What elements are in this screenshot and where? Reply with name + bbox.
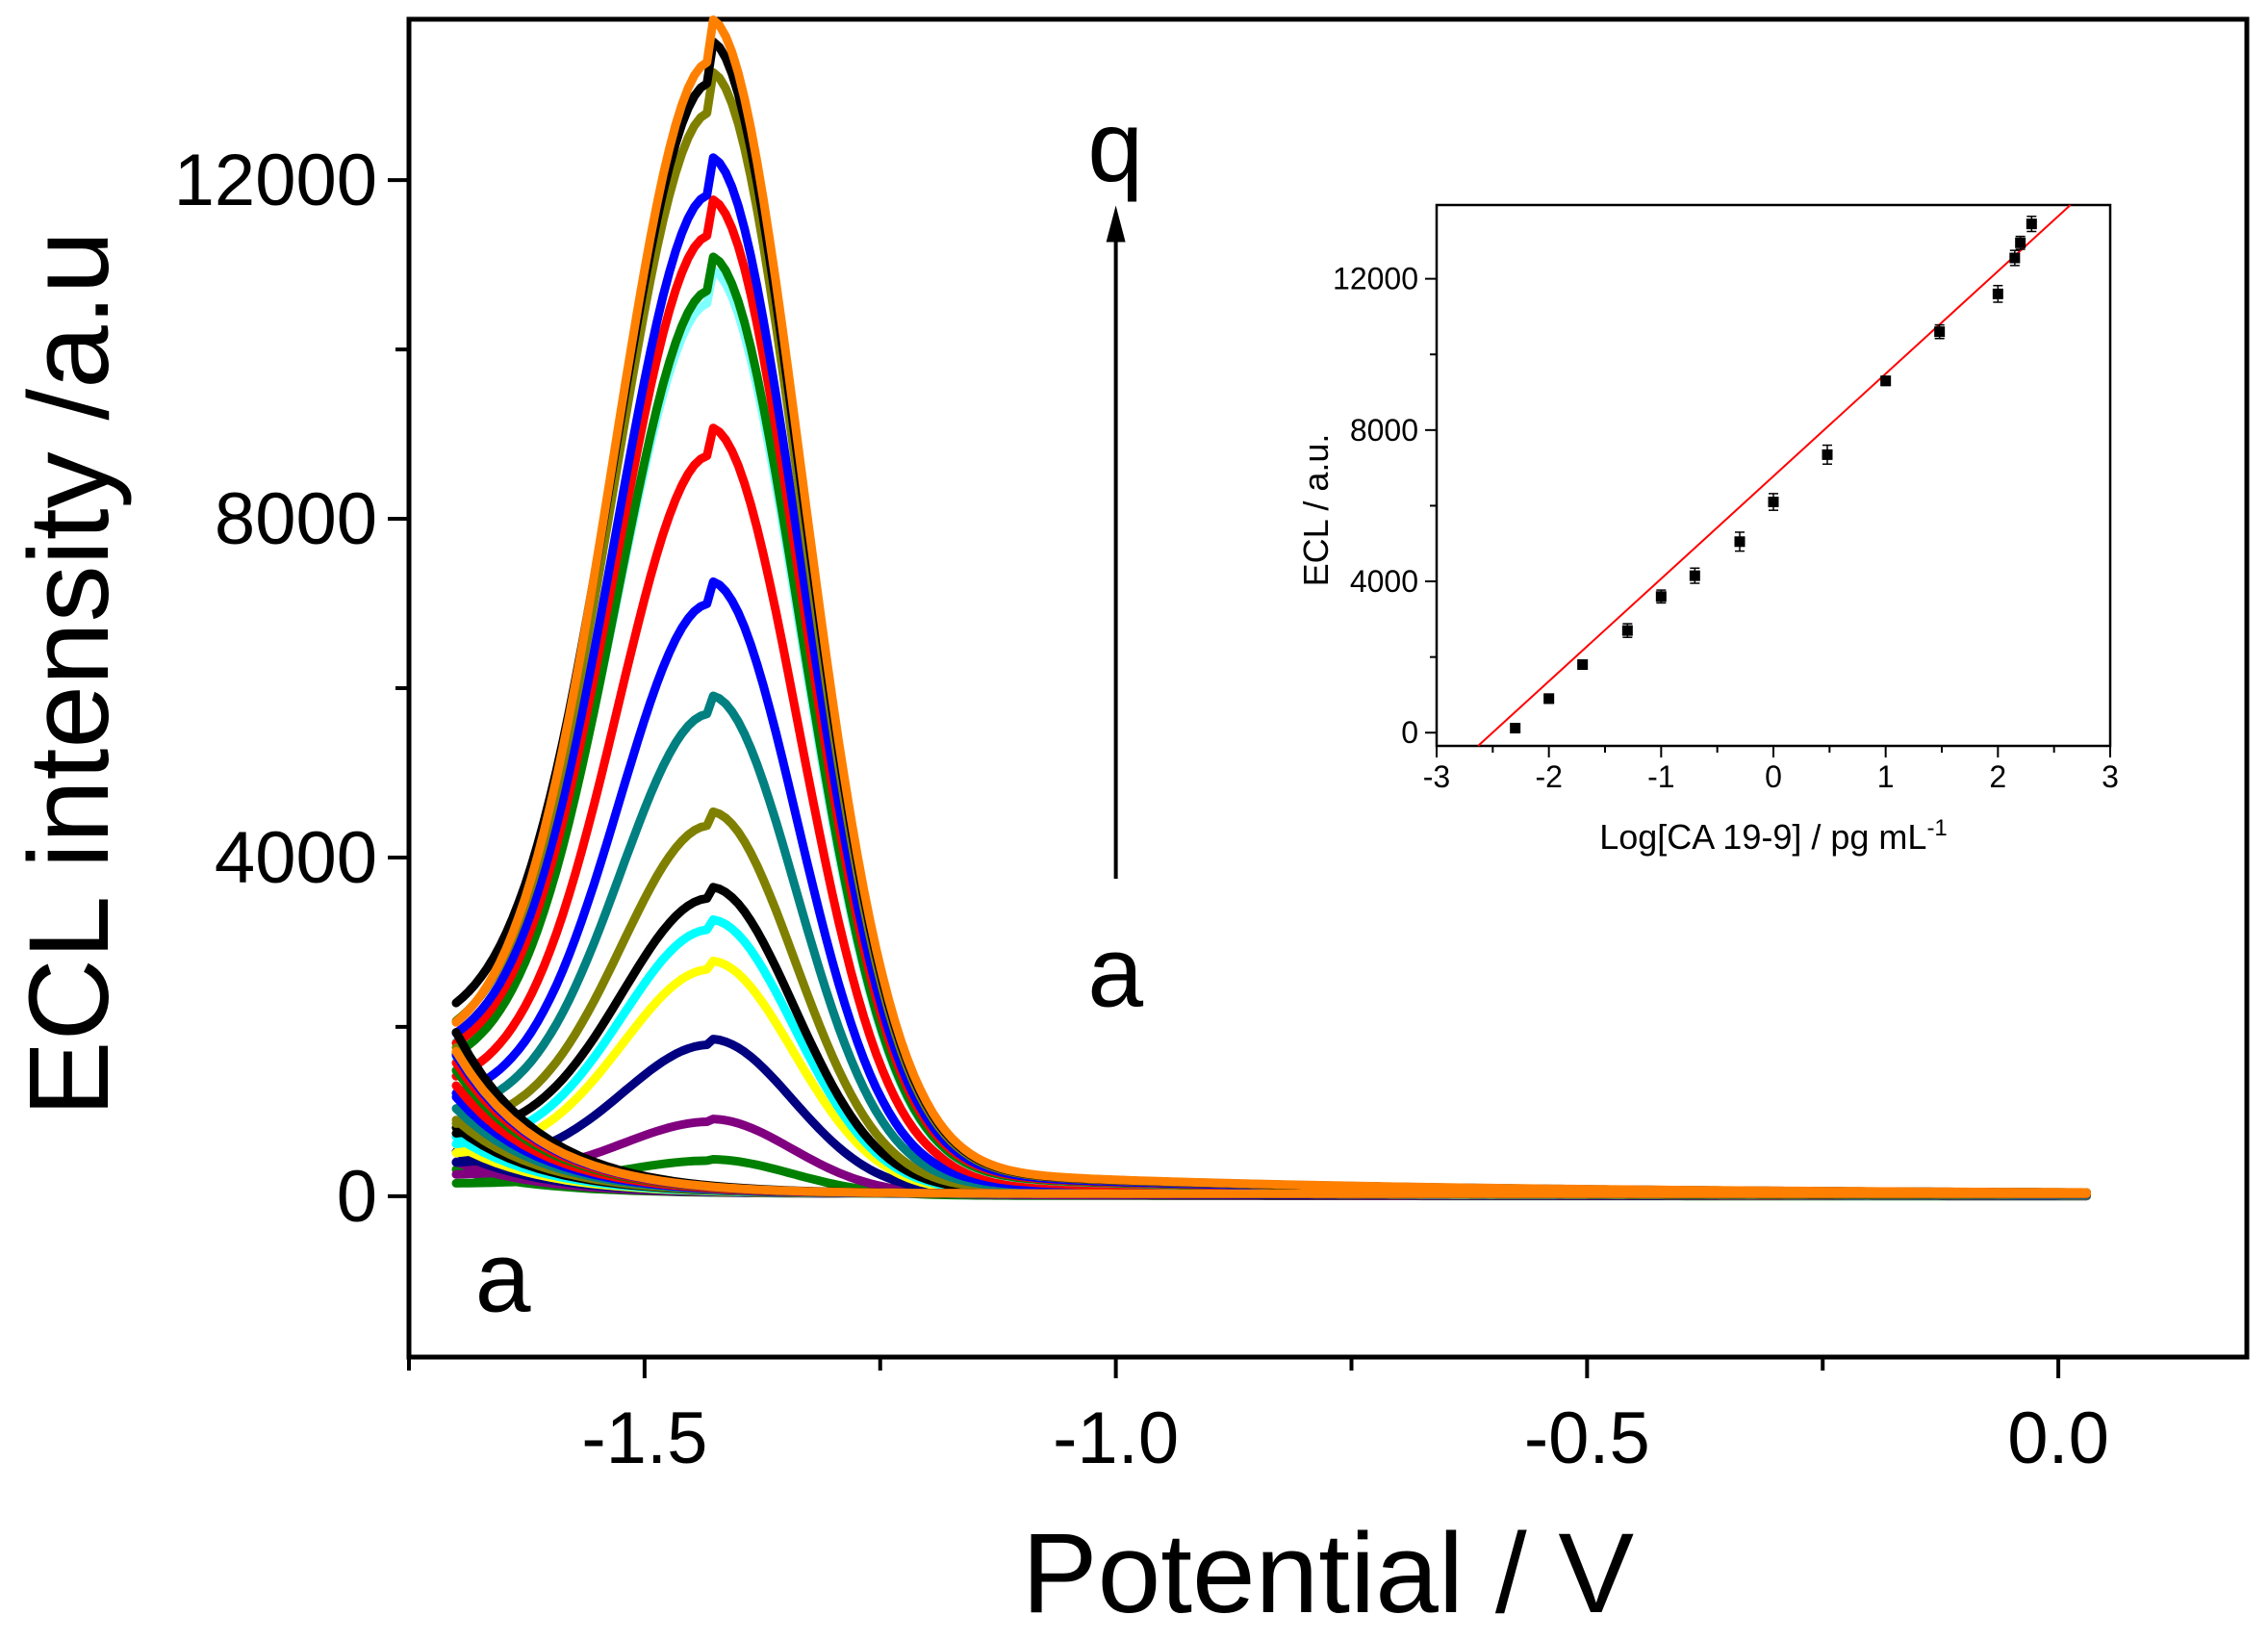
- main-x-axis: -1.5 -1.0 -0.5 0.0: [407, 1354, 2247, 1479]
- inset-x-axis: -3 -2 -1 0 1 2 3: [1423, 746, 2119, 794]
- inset-data-point: [1880, 375, 1892, 387]
- ecl-curve-c: [451, 1035, 2091, 1200]
- inset-data-point: [1621, 625, 1633, 636]
- main-x-tick-label: 0.0: [2007, 1397, 2109, 1479]
- inset-data-point: [1734, 536, 1746, 548]
- inset-data-point: [1822, 449, 1833, 460]
- main-x-axis-title: Potential / V: [1022, 1510, 1635, 1637]
- inset-y-axis-title: ECL / a.u.: [1296, 434, 1336, 587]
- inset-x-axis-title-main: Log[CA 19-9] / pg mL: [1599, 817, 1926, 857]
- inset-x-tick-label: -1: [1647, 759, 1674, 794]
- inset-x-axis-title-superscript: -1: [1926, 815, 1947, 841]
- inset-x-tick-label: 3: [2102, 759, 2119, 794]
- inset-data-point: [2015, 237, 2026, 248]
- inset-x-tick-label: 0: [1765, 759, 1782, 794]
- main-y-tick-label: 4000: [215, 817, 377, 899]
- annotation-label-a: a: [475, 1221, 531, 1333]
- main-y-axis-title: ECL intensity /a.u: [6, 231, 133, 1116]
- inset-data-point: [1510, 723, 1521, 734]
- inset-data-point: [1543, 693, 1555, 705]
- inset-fit-line: [1477, 204, 2072, 747]
- ecl-curve-e: [451, 915, 2091, 1200]
- trend-arrow-head: [1106, 205, 1126, 243]
- inset-data-point: [2009, 252, 2021, 264]
- inset-data-point: [2026, 218, 2037, 230]
- main-x-tick-label: -0.5: [1524, 1397, 1650, 1479]
- annotation-label-a: a: [1087, 917, 1143, 1029]
- inset-y-tick-label: 8000: [1350, 413, 1418, 448]
- inset-data-point: [1689, 570, 1700, 581]
- inset-y-tick-label: 4000: [1350, 564, 1418, 599]
- main-y-tick-label: 0: [337, 1156, 377, 1238]
- inset-y-tick-label: 0: [1401, 715, 1418, 750]
- inset-chart: -3 -2 -1 0 1 2 3 0 4000 8000 12000 Log[CA 19-9] /…: [1296, 203, 2119, 857]
- inset-x-axis-title: Log[CA 19-9] / pg mL-1: [1599, 815, 1948, 857]
- main-x-tick-label: -1.5: [581, 1397, 707, 1479]
- inset-data-point: [1768, 497, 1779, 508]
- main-chart: -1.5 -1.0 -0.5 0.0 0 4000 8000 12000 q a a Poten…: [6, 15, 2250, 1637]
- ecl-curve-q: [451, 15, 2091, 1198]
- main-y-tick-label: 12000: [174, 140, 377, 221]
- main-annotations: q a a: [475, 91, 1144, 1333]
- inset-fit-line-group: [1477, 204, 2072, 747]
- main-x-tick-label: -1.0: [1053, 1397, 1179, 1479]
- main-y-axis: 0 4000 8000 12000: [174, 19, 412, 1357]
- ecl-curve-g: [451, 807, 2091, 1200]
- inset-data-points: [1510, 216, 2037, 734]
- inset-data-point: [1577, 659, 1589, 671]
- inset-x-tick-label: 2: [1989, 759, 2006, 794]
- inset-x-tick-label: -3: [1423, 759, 1450, 794]
- main-curves: [451, 15, 2091, 1201]
- inset-x-tick-label: 1: [1877, 759, 1895, 794]
- annotation-label-q: q: [1087, 91, 1143, 203]
- inset-x-tick-label: -2: [1535, 759, 1562, 794]
- inset-data-point: [1934, 326, 1946, 338]
- inset-data-point: [1992, 288, 2003, 299]
- inset-y-tick-label: 12000: [1333, 262, 1418, 296]
- inset-data-point: [1655, 591, 1667, 603]
- inset-y-axis: 0 4000 8000 12000: [1333, 262, 1437, 750]
- main-y-tick-label: 8000: [215, 478, 377, 560]
